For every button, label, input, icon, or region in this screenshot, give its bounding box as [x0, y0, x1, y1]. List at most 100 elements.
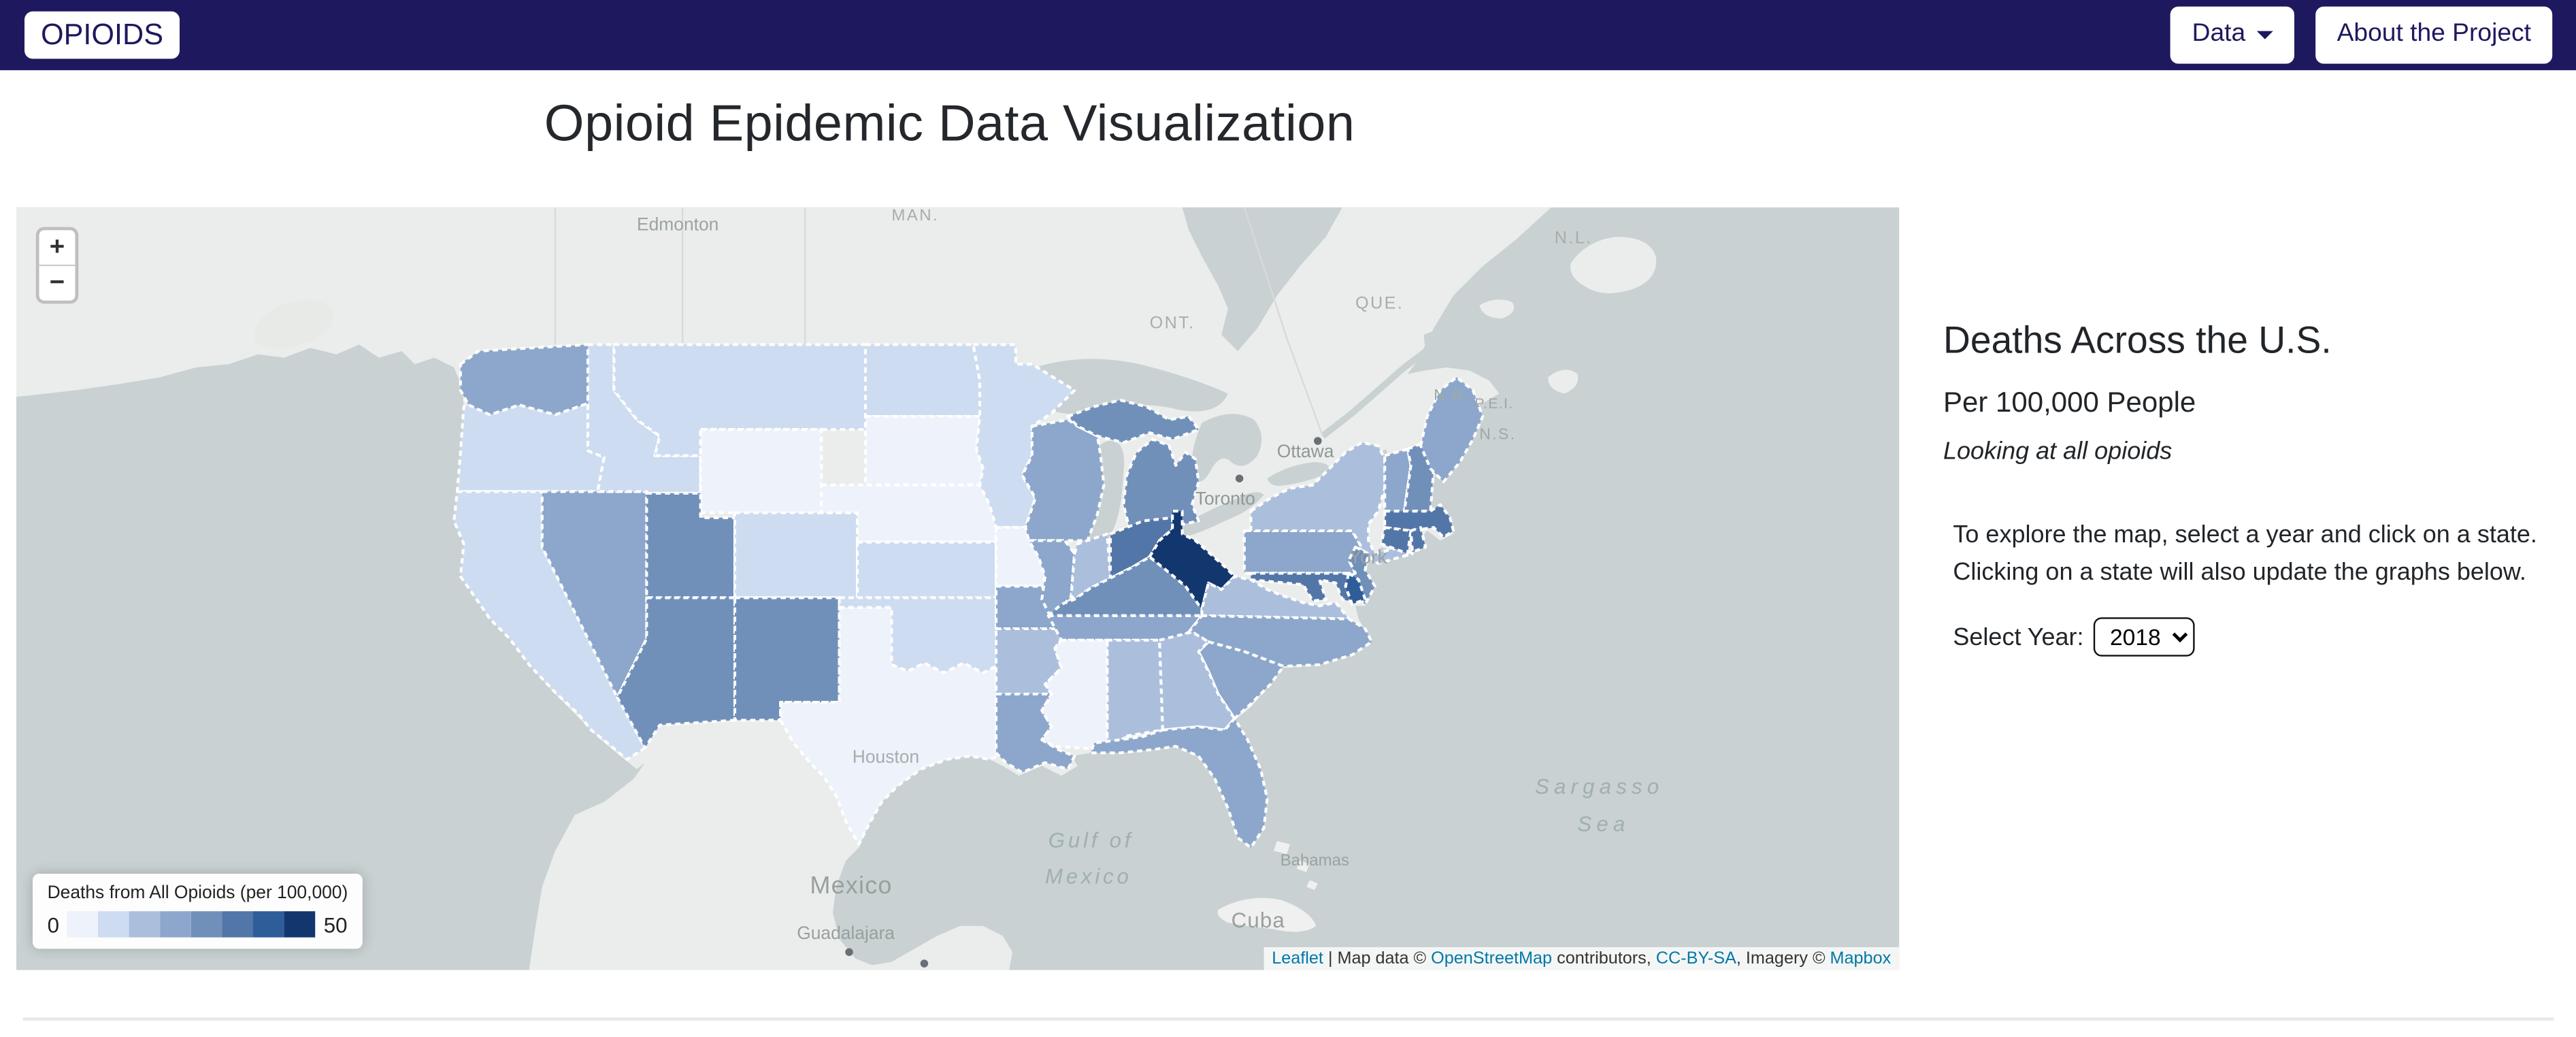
state-WY[interactable] [699, 428, 823, 514]
state-SD[interactable] [863, 414, 985, 487]
states-layer [452, 343, 1485, 849]
svg-text:Houston: Houston [853, 746, 919, 767]
legend-min: 0 [47, 912, 59, 937]
state-ND[interactable] [863, 343, 982, 418]
bahamas-islands [1274, 841, 1318, 890]
state-MD[interactable] [1249, 572, 1357, 604]
svg-text:MAN.: MAN. [891, 208, 939, 225]
svg-text:N.B.: N.B. [1434, 386, 1470, 404]
state-AZ[interactable] [616, 596, 737, 750]
state-RI[interactable] [1409, 526, 1427, 554]
state-DE[interactable] [1344, 572, 1367, 606]
state-NH[interactable] [1402, 441, 1436, 513]
info-panel: Deaths Across the U.S. Per 100,000 Peopl… [1943, 318, 2544, 657]
state-WA[interactable] [459, 343, 590, 416]
lake-superior [1025, 359, 1228, 414]
navbar-right: Data About the Project [2170, 7, 2553, 64]
svg-text:Mexico: Mexico [1045, 864, 1132, 888]
lake-huron [1191, 414, 1262, 482]
instructions-line-2: Clicking on a state will also update the… [1953, 557, 2526, 586]
navbar: OPIOIDS Data About the Project [0, 0, 2576, 71]
lake-erie [1178, 492, 1264, 538]
svg-text:Gulf of: Gulf of [1048, 829, 1134, 853]
svg-text:Cuba: Cuba [1232, 908, 1285, 932]
data-dropdown-button[interactable]: Data [2170, 7, 2295, 64]
state-CT[interactable] [1380, 526, 1413, 555]
year-select[interactable]: 2018 [2093, 617, 2195, 657]
newfoundland-island [1570, 237, 1657, 293]
legend-max: 50 [323, 912, 348, 937]
state-MN[interactable] [972, 343, 1076, 529]
panel-heading: Deaths Across the U.S. [1943, 318, 2332, 361]
mapbox-link[interactable]: Mapbox [1830, 949, 1892, 969]
state-OR[interactable] [455, 401, 606, 493]
legend-color-scale [67, 911, 316, 938]
legend-title: Deaths from All Opioids (per 100,000) [47, 883, 348, 904]
map-attribution: Leaflet | Map data © OpenStreetMap contr… [1264, 947, 1900, 970]
svg-text:Edmonton: Edmonton [637, 214, 719, 234]
panel-note: Looking at all opioids [1943, 438, 2173, 465]
leaflet-link[interactable]: Leaflet [1272, 949, 1323, 969]
state-MS[interactable] [1040, 638, 1109, 751]
state-NY[interactable] [1249, 441, 1415, 565]
svg-text:Guadalajara: Guadalajara [797, 923, 895, 943]
attribution-text: , Imagery © [1736, 949, 1830, 969]
st-lawrence-river [1321, 345, 1433, 439]
instructions-line-1: To explore the map, select a year and cl… [1953, 521, 2537, 549]
svg-text:Ottawa: Ottawa [1277, 441, 1334, 461]
state-KS[interactable] [855, 540, 998, 599]
state-FL[interactable] [1089, 717, 1269, 849]
state-GA[interactable] [1157, 630, 1236, 731]
cape-breton-island [1548, 369, 1579, 394]
caret-down-icon [2256, 31, 2273, 39]
state-ME[interactable] [1419, 376, 1485, 484]
leaflet-map[interactable]: Edmonton MAN. ONT. QUE. N.L. N.B. P.E.I. N.S. Ot… [16, 207, 1900, 970]
svg-text:Bahamas: Bahamas [1281, 851, 1349, 870]
state-SC[interactable] [1197, 640, 1285, 721]
cuba-island [1217, 898, 1317, 932]
state-PA[interactable] [1242, 529, 1364, 575]
city-dots [845, 437, 1322, 968]
panel-instructions: To explore the map, select a year and cl… [1953, 518, 2544, 591]
us-choropleth-map[interactable]: Edmonton MAN. ONT. QUE. N.L. N.B. P.E.I. N.S. Ot… [16, 207, 1900, 970]
svg-text:Toronto: Toronto [1195, 489, 1255, 509]
attribution-text: contributors, [1552, 949, 1656, 969]
page-title: Opioid Epidemic Data Visualization [544, 93, 1355, 152]
anticosti-island [1479, 299, 1515, 319]
brand-button[interactable]: OPIOIDS [24, 12, 180, 59]
svg-text:QUE.: QUE. [1355, 294, 1404, 313]
hudson-bay [1182, 207, 1342, 351]
state-TN[interactable] [1046, 614, 1204, 642]
state-NC[interactable] [1187, 614, 1374, 668]
about-button[interactable]: About the Project [2315, 7, 2553, 64]
data-dropdown-label: Data [2192, 20, 2246, 48]
state-WI[interactable] [1021, 418, 1106, 542]
svg-text:York: York [1349, 546, 1387, 568]
svg-text:ONT.: ONT. [1150, 313, 1195, 332]
svg-text:Mexico: Mexico [810, 871, 892, 899]
basemap-labels: Edmonton MAN. ONT. QUE. N.L. N.B. P.E.I. N.S. Ot… [637, 208, 1664, 943]
state-TX[interactable] [779, 606, 1011, 846]
svg-text:Sea: Sea [1577, 812, 1630, 836]
zoom-in-button[interactable]: + [39, 230, 76, 267]
state-AL[interactable] [1106, 638, 1164, 751]
state-MI-upper[interactable] [1066, 398, 1200, 444]
lake-ontario [1267, 462, 1330, 486]
state-IL[interactable] [1027, 539, 1076, 621]
state-VA[interactable] [1200, 575, 1351, 621]
cc-by-sa-link[interactable]: CC-BY-SA [1655, 949, 1736, 969]
map-zoom-control: + − [35, 227, 79, 304]
svg-text:Sargasso: Sargasso [1535, 774, 1664, 798]
state-CA[interactable] [452, 490, 647, 761]
province-borders [554, 207, 1324, 437]
zoom-out-button[interactable]: − [39, 266, 76, 301]
svg-text:N.L.: N.L. [1555, 229, 1593, 248]
state-CO[interactable] [733, 511, 859, 599]
gulf-of-st-lawrence [1423, 326, 1535, 363]
panel-subheading: Per 100,000 People [1943, 385, 2196, 418]
state-VT[interactable] [1383, 447, 1413, 513]
section-divider [22, 1017, 2554, 1021]
map-legend: Deaths from All Opioids (per 100,000) 0 … [33, 874, 363, 949]
openstreetmap-link[interactable]: OpenStreetMap [1431, 949, 1553, 969]
